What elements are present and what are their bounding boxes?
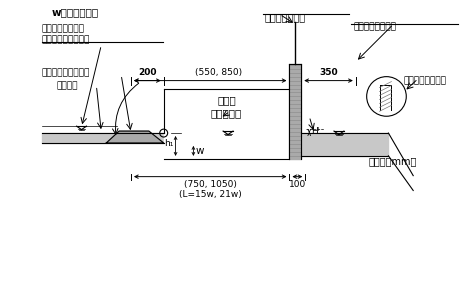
Text: w：静水池深さ: w：静水池深さ <box>52 7 99 17</box>
Polygon shape <box>380 85 391 110</box>
Text: （単位：mm）: （単位：mm） <box>368 156 417 166</box>
Text: (L=15w, 21w): (L=15w, 21w) <box>179 189 241 198</box>
Text: 350: 350 <box>319 68 338 77</box>
Text: 過分水制御用台形堰: 過分水制御用台形堰 <box>42 69 90 78</box>
Text: 上流水位計測位置: 上流水位計測位置 <box>354 22 397 31</box>
Text: 段落ち
（静水池）: 段落ち （静水池） <box>211 95 242 118</box>
Polygon shape <box>42 133 164 143</box>
Text: (750, 1050): (750, 1050) <box>184 180 237 189</box>
Text: 水路天端: 水路天端 <box>57 81 78 90</box>
Text: Hᴵ: Hᴵ <box>311 127 319 136</box>
Polygon shape <box>106 131 164 143</box>
Polygon shape <box>301 133 389 156</box>
Polygon shape <box>164 89 290 159</box>
Polygon shape <box>290 64 301 159</box>
Text: 200: 200 <box>138 68 156 77</box>
Text: w: w <box>195 146 204 156</box>
Text: スルースゲート: スルースゲート <box>265 12 306 22</box>
Text: ゲート先端部形状: ゲート先端部形状 <box>403 77 446 86</box>
Text: 下流水位設定位置
（水位センサ位置）: 下流水位設定位置 （水位センサ位置） <box>42 24 90 44</box>
Text: h₁: h₁ <box>164 139 174 148</box>
Text: (550, 850): (550, 850) <box>195 68 242 77</box>
Text: 100: 100 <box>289 180 306 189</box>
